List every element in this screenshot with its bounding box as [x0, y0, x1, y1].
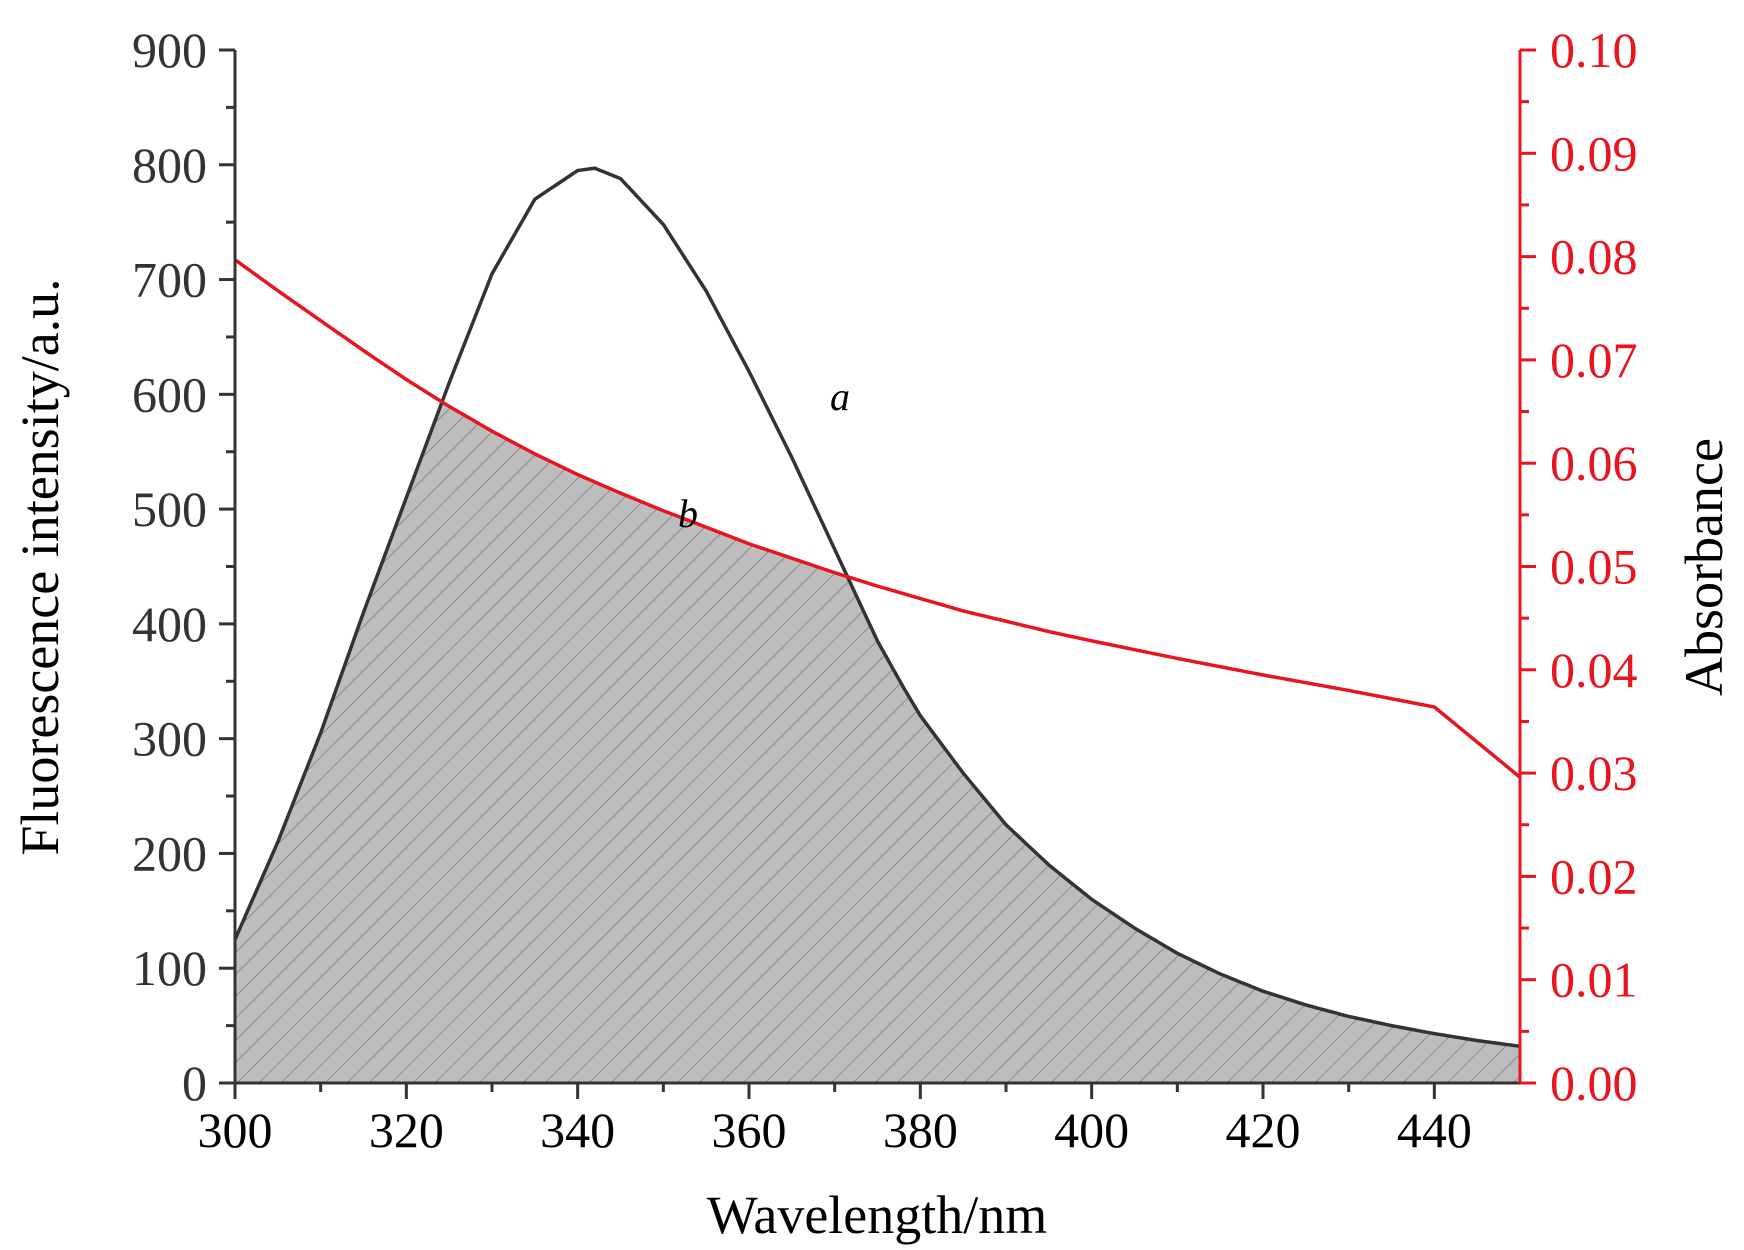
hatch-line: [786, 403, 1520, 1083]
hatch-line: [1248, 403, 1520, 1083]
hatch-line: [235, 403, 962, 1083]
left-y-tick-label: 100: [132, 940, 207, 996]
x-tick-label: 400: [1054, 1102, 1129, 1158]
right-y-tick-label: 0.02: [1550, 848, 1638, 904]
hatch-line: [235, 403, 1072, 1083]
right-y-tick-label: 0.08: [1550, 229, 1638, 285]
hatch-line: [235, 403, 984, 1083]
left-y-tick-label: 600: [132, 366, 207, 422]
hatch-line: [235, 403, 896, 1083]
overlap-fill: [235, 403, 1520, 1083]
x-tick-label: 420: [1226, 1102, 1301, 1158]
left-y-tick-label: 900: [132, 22, 207, 78]
x-tick-label: 340: [540, 1102, 615, 1158]
hatch-line: [830, 403, 1520, 1083]
x-axis-ticks: 300 320 340 360 380 400 420 440: [198, 1083, 1472, 1158]
series-a-line: [233, 166, 1521, 1049]
hatch-line: [235, 403, 852, 1083]
hatch-line: [1072, 403, 1520, 1083]
hatch-line: [1226, 403, 1520, 1083]
hatch-line: [235, 403, 1050, 1083]
right-y-tick-label: 0.06: [1550, 435, 1638, 491]
series-a-label: a: [830, 374, 850, 419]
hatch-line: [368, 403, 1270, 1083]
hatch-line: [235, 403, 830, 1083]
left-y-axis-title: Fluorescence intensity/a.u.: [10, 278, 70, 855]
x-tick-label: 360: [712, 1102, 787, 1158]
series-b-label: b: [678, 491, 698, 536]
hatch-line: [1094, 403, 1520, 1083]
right-y-tick-label: 0.09: [1550, 125, 1638, 181]
hatch-line: [742, 403, 1520, 1083]
hatch-line: [346, 403, 1248, 1083]
hatch-line: [1204, 403, 1520, 1083]
series-b-line: [233, 258, 1522, 779]
x-axis-title: Wavelength/nm: [707, 1185, 1048, 1245]
left-y-tick-label: 500: [132, 481, 207, 537]
hatch-line: [235, 403, 1006, 1083]
hatch-line: [412, 403, 1314, 1083]
right-y-tick-label: 0.00: [1550, 1055, 1638, 1111]
left-y-tick-label: 400: [132, 596, 207, 652]
hatch-line: [390, 403, 1292, 1083]
hatch-line: [764, 403, 1520, 1083]
overlap-shaded-area: [235, 403, 1520, 1083]
hatch-line: [235, 403, 1094, 1083]
left-y-tick-label: 0: [182, 1055, 207, 1111]
hatch-line: [324, 403, 1226, 1083]
hatch-line: [236, 403, 1138, 1083]
x-tick-label: 440: [1397, 1102, 1472, 1158]
hatch-line: [302, 403, 1204, 1083]
left-y-tick-label: 700: [132, 252, 207, 308]
hatch-line: [258, 403, 1160, 1083]
right-y-tick-label: 0.04: [1550, 642, 1638, 698]
hatch-line: [235, 403, 1028, 1083]
right-y-tick-label: 0.05: [1550, 539, 1638, 595]
hatch-line: [1138, 403, 1520, 1083]
x-tick-label: 300: [198, 1102, 273, 1158]
right-y-tick-label: 0.03: [1550, 745, 1638, 801]
left-y-tick-label: 800: [132, 137, 207, 193]
hatch-line: [1182, 403, 1520, 1083]
x-tick-label: 320: [369, 1102, 444, 1158]
hatch-line: [235, 403, 940, 1083]
right-y-tick-label: 0.10: [1550, 22, 1638, 78]
left-y-axis-ticks: 0 100 200 300 400 500 600 700 800 900: [132, 22, 235, 1111]
right-y-axis-title: Absorbance: [1674, 438, 1734, 696]
right-y-tick-label: 0.01: [1550, 952, 1638, 1008]
hatch-line: [1116, 403, 1520, 1083]
hatch-line: [1160, 403, 1520, 1083]
hatch-line: [235, 403, 874, 1083]
hatch-line: [235, 403, 918, 1083]
right-y-tick-label: 0.07: [1550, 332, 1638, 388]
left-y-tick-label: 200: [132, 825, 207, 881]
right-y-axis-ticks: 0.00 0.01 0.02 0.03 0.04 0.05 0.06 0.07 0.08 0.09…: [1520, 22, 1638, 1111]
hatch-line: [280, 403, 1182, 1083]
hatch-line: [235, 403, 1116, 1083]
left-y-tick-label: 300: [132, 711, 207, 767]
hatch-line: [808, 403, 1520, 1083]
x-tick-label: 380: [883, 1102, 958, 1158]
